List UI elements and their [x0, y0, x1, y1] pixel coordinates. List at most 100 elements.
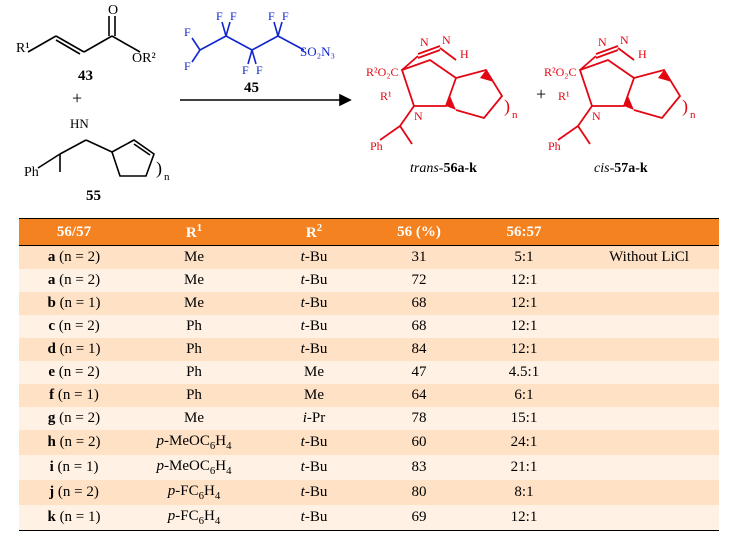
cell-r1: p-MeOC6H4: [129, 455, 259, 480]
cell-entry: e (n = 2): [19, 361, 129, 384]
cell-entry: b (n = 1): [19, 292, 129, 315]
label-Ph1: Ph: [24, 165, 39, 180]
cell-r1: Ph: [129, 361, 259, 384]
cell-r2: Me: [259, 384, 369, 407]
cell-note: [579, 338, 719, 361]
svg-text:N: N: [620, 33, 629, 47]
cell-r2: Me: [259, 361, 369, 384]
table-row: a (n = 2)Met-Bu7212:1: [19, 269, 719, 292]
cell-r2: t-Bu: [259, 292, 369, 315]
cell-r2: t-Bu: [259, 455, 369, 480]
cell-entry: d (n = 1): [19, 338, 129, 361]
cell-yield: 83: [369, 455, 469, 480]
cell-yield: 47: [369, 361, 469, 384]
label-paren2: ): [504, 96, 510, 117]
label-plus1: +: [72, 88, 82, 108]
svg-text:F: F: [242, 63, 249, 77]
table-header-row: 56/57R1R256 (%)56:57: [19, 219, 719, 246]
cell-note: [579, 315, 719, 338]
cell-note: [579, 430, 719, 455]
cell-yield: 69: [369, 505, 469, 531]
cell-r2: t-Bu: [259, 430, 369, 455]
cell-ratio: 8:1: [469, 480, 579, 505]
cell-entry: a (n = 2): [19, 246, 129, 270]
cell-ratio: 24:1: [469, 430, 579, 455]
cell-note: [579, 505, 719, 531]
cell-yield: 80: [369, 480, 469, 505]
svg-text:F: F: [216, 9, 223, 23]
cell-r1: Ph: [129, 315, 259, 338]
label-Ph-red2: Ph: [548, 139, 561, 153]
label-OR2: OR²: [132, 51, 156, 66]
yield-table: 56/57R1R256 (%)56:57 a (n = 2)Met-Bu315:…: [19, 218, 719, 531]
cell-note: [579, 269, 719, 292]
cell-r2: t-Bu: [259, 315, 369, 338]
table-row: k (n = 1)p-FC6H4t-Bu6912:1: [19, 505, 719, 531]
cell-note: [579, 292, 719, 315]
svg-text:F: F: [230, 9, 237, 23]
label-SO2N3: SO₂N₃: [300, 44, 335, 59]
label-R1prime-2: R¹: [558, 89, 570, 103]
cell-yield: 84: [369, 338, 469, 361]
cell-note: Without LiCl: [579, 246, 719, 270]
cell-r1: Me: [129, 246, 259, 270]
label-cis: cis-57a-k: [594, 161, 648, 176]
table-header-cell: 56:57: [469, 219, 579, 246]
table-row: b (n = 1)Met-Bu6812:1: [19, 292, 719, 315]
label-O: O: [108, 3, 118, 18]
cell-r2: t-Bu: [259, 505, 369, 531]
label-n3: n: [690, 109, 696, 121]
cell-ratio: 6:1: [469, 384, 579, 407]
cell-ratio: 4.5:1: [469, 361, 579, 384]
cell-ratio: 12:1: [469, 505, 579, 531]
label-N-red2: N: [442, 33, 451, 47]
cell-yield: 68: [369, 315, 469, 338]
table-header-cell: R1: [129, 219, 259, 246]
cell-r1: p-MeOC6H4: [129, 430, 259, 455]
label-Nred-1: N: [414, 109, 423, 123]
cell-entry: k (n = 1): [19, 505, 129, 531]
cell-yield: 78: [369, 407, 469, 430]
cell-entry: h (n = 2): [19, 430, 129, 455]
reaction-scheme: R¹ O OR² 43 + HN Ph ) n 55: [0, 0, 738, 218]
cell-ratio: 12:1: [469, 269, 579, 292]
table-row: a (n = 2)Met-Bu315:1Without LiCl: [19, 246, 719, 270]
label-R2O2C-2: R²O₂C: [544, 65, 576, 79]
cell-yield: 64: [369, 384, 469, 407]
label-R1prime-1: R¹: [380, 89, 392, 103]
svg-text:N: N: [592, 109, 601, 123]
cell-yield: 60: [369, 430, 469, 455]
svg-text:F: F: [256, 63, 263, 77]
figure-wrapper: R¹ O OR² 43 + HN Ph ) n 55: [0, 0, 738, 531]
cell-note: [579, 407, 719, 430]
cell-r2: i-Pr: [259, 407, 369, 430]
label-HN: HN: [70, 116, 89, 131]
cell-r2: t-Bu: [259, 246, 369, 270]
table-header-cell: [579, 219, 719, 246]
label-paren3: ): [682, 96, 688, 117]
cell-ratio: 21:1: [469, 455, 579, 480]
cell-entry: j (n = 2): [19, 480, 129, 505]
cell-r1: Me: [129, 269, 259, 292]
table-row: d (n = 1)Pht-Bu8412:1: [19, 338, 719, 361]
label-45: 45: [244, 80, 259, 96]
cell-ratio: 5:1: [469, 246, 579, 270]
table-header-cell: 56 (%): [369, 219, 469, 246]
table-row: j (n = 2)p-FC6H4t-Bu808:1: [19, 480, 719, 505]
label-H-red1: H: [460, 47, 469, 61]
cell-entry: c (n = 2): [19, 315, 129, 338]
cell-r2: t-Bu: [259, 338, 369, 361]
svg-text:F: F: [282, 9, 289, 23]
cell-yield: 31: [369, 246, 469, 270]
label-R2O2C-1: R²O₂C: [366, 65, 398, 79]
table-row: h (n = 2)p-MeOC6H4t-Bu6024:1: [19, 430, 719, 455]
cell-entry: f (n = 1): [19, 384, 129, 407]
cell-ratio: 12:1: [469, 292, 579, 315]
cell-r1: Ph: [129, 384, 259, 407]
label-55: 55: [86, 188, 101, 204]
table-row: e (n = 2)PhMe474.5:1: [19, 361, 719, 384]
cell-r1: p-FC6H4: [129, 505, 259, 531]
table-row: c (n = 2)Pht-Bu6812:1: [19, 315, 719, 338]
cell-entry: a (n = 2): [19, 269, 129, 292]
scheme-svg: R¹ O OR² 43 + HN Ph ) n 55: [0, 0, 738, 218]
